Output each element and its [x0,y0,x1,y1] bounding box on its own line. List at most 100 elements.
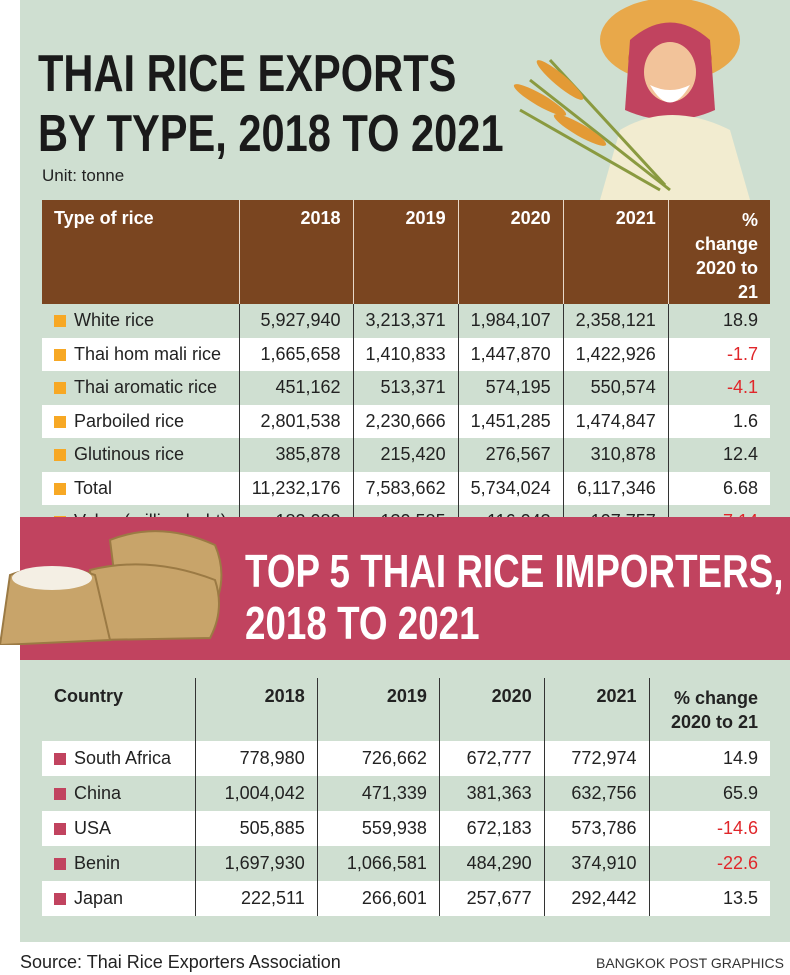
cell-value: 6,117,346 [577,477,656,498]
cell-value: Japan [74,888,124,908]
cell-value: 632,756 [571,783,637,803]
column-header: % change 2020 to 21 [667,200,770,304]
table-row: Japan 222,511 266,601 257,677 292,442 13.5 [42,881,770,916]
column-header: Type of rice [54,208,154,228]
cell-value: 374,910 [571,853,637,873]
table-cell: 374,910 [543,846,649,881]
legend-square-icon [54,382,66,395]
cell-value: 1,447,870 [470,343,551,364]
table-cell: 266,601 [316,881,440,916]
table-cell: 505,885 [194,811,318,846]
table-cell: 726,662 [316,741,440,776]
cell-value: 381,363 [466,783,532,803]
cell-value: 385,878 [275,444,341,465]
table-cell: 471,339 [316,776,440,811]
cell-value: 505,885 [239,818,305,838]
cell-value: 1,665,658 [260,343,341,364]
cell-value: 778,980 [239,748,305,768]
cell-value: 471,339 [361,783,427,803]
table-cell: 1,451,285 [457,404,564,438]
table-cell: 7,583,662 [352,471,459,505]
cell-value: South Africa [74,748,172,768]
cell-value: 2,230,666 [365,410,446,431]
row-label: USA [42,811,195,846]
cell-value: 726,662 [361,748,427,768]
graphics-credit: BANGKOK POST GRAPHICS [595,955,784,971]
table-cell: 12.4 [667,438,770,472]
table-cell: -22.6 [648,846,770,881]
cell-value: 1,984,107 [470,310,551,331]
cell-value: 2,801,538 [260,410,341,431]
row-label: Benin [42,846,195,881]
table-cell: 573,786 [543,811,649,846]
column-header: 2018 [194,678,318,741]
legend-square-icon [54,482,66,495]
cell-value: 12.4 [722,444,758,465]
cell-value: 6.68 [722,477,758,498]
cell-value: 1,066,581 [346,853,427,873]
legend-square-icon [54,823,66,835]
cell-value: 215,420 [380,444,446,465]
legend-square-icon [54,415,66,428]
table-cell: 574,195 [457,371,564,405]
table-cell: 11,232,176 [238,471,354,505]
cell-value: 1,697,930 [224,853,305,873]
rice-sacks-icon [0,530,223,645]
cell-value: White rice [74,310,155,331]
title2-line-1: TOP 5 THAI RICE IMPORTERS, [245,545,784,597]
table-cell: 1,665,658 [238,337,354,371]
cell-value: 1,451,285 [470,410,551,431]
table-cell: 257,677 [438,881,545,916]
cell-value: 1,474,847 [575,410,656,431]
table-cell: 276,567 [457,438,564,472]
table-row: China 1,004,042 471,339 381,363 632,756 65.9 [42,776,770,811]
cell-value: 1,004,042 [224,783,305,803]
legend-square-icon [54,449,66,462]
table-header-row: Type of rice 2018 2019 2020 2021 % chang… [42,200,770,304]
column-header: % change 2020 to 21 [648,678,770,741]
column-header: 2021 [562,200,669,304]
table-cell: 65.9 [648,776,770,811]
column-header: 2019 [316,678,440,741]
table-cell: 6.68 [667,471,770,505]
rice-exports-table: Type of rice 2018 2019 2020 2021 % chang… [42,200,770,539]
cell-value: 11,232,176 [251,477,341,498]
table-cell: 292,442 [543,881,649,916]
table-cell: 1,410,833 [352,337,459,371]
table-row: Thai hom mali rice 1,665,658 1,410,833 1,44… [42,337,770,372]
main-title: THAI RICE EXPORTS BY TYPE, 2018 TO 2021 [38,44,504,164]
table-cell: 559,938 [316,811,440,846]
table-cell: -4.1 [667,371,770,405]
row-label: Thai aromatic rice [42,371,239,405]
table-cell: 381,363 [438,776,545,811]
table-cell: 5,734,024 [457,471,564,505]
table-cell: 513,371 [352,371,459,405]
table-cell: -1.7 [667,337,770,371]
row-label: South Africa [42,741,195,776]
cell-value: 1,410,833 [365,343,446,364]
table-cell: 310,878 [562,438,669,472]
table-cell: 3,213,371 [352,304,459,338]
table-header-row: Country 2018 2019 2020 2021 % change 202… [42,678,770,741]
table-cell: 778,980 [194,741,318,776]
table-cell: 772,974 [543,741,649,776]
legend-square-icon [54,348,66,361]
table-cell: 2,801,538 [238,404,354,438]
table-cell: 1.6 [667,404,770,438]
cell-value: 513,371 [380,377,446,398]
cell-value: -1.7 [726,343,758,364]
column-header: Country [54,686,123,706]
cell-value: Benin [74,853,121,873]
table-row: White rice 5,927,940 3,213,371 1,984,107 2,3… [42,304,770,338]
table-cell: 1,066,581 [316,846,440,881]
cell-value: Parboiled rice [74,410,185,431]
legend-square-icon [54,893,66,905]
row-label: Thai hom mali rice [42,338,239,372]
row-label: Glutinous rice [42,438,239,472]
table-cell: 385,878 [238,438,354,472]
cell-value: 7,583,662 [365,477,446,498]
cell-value: -4.1 [726,377,758,398]
cell-value: 276,567 [485,444,551,465]
cell-value: 772,974 [571,748,637,768]
cell-value: -14.6 [716,818,758,838]
